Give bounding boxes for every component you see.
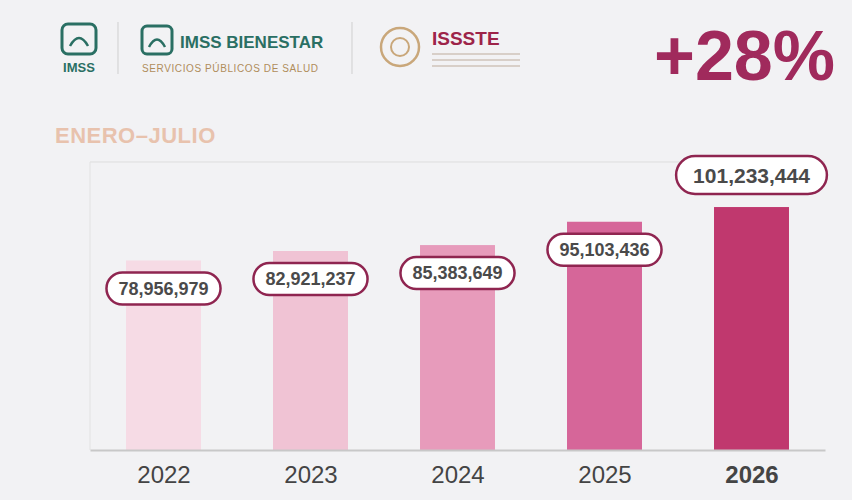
- x-tick-label: 2023: [284, 461, 337, 488]
- x-axis-line: [91, 450, 826, 452]
- logo-text: ISSSTE: [432, 28, 500, 49]
- issste-icon-inner: [391, 38, 409, 56]
- annotation-percent: +28%: [654, 17, 835, 95]
- x-tick-label: 2024: [431, 461, 484, 488]
- data-label: 95,103,436: [547, 234, 661, 266]
- logo-text: IMSS BIENESTAR: [180, 33, 323, 52]
- data-label-text: 78,956,979: [118, 279, 208, 299]
- header: IMSS IMSS BIENESTAR SERVICIOS PÚBLICOS DE …: [62, 17, 835, 95]
- data-label: 78,956,979: [106, 273, 220, 305]
- x-tick: 2024: [431, 450, 484, 488]
- imss-icon-mark: [70, 38, 88, 46]
- x-tick-label: 2022: [137, 461, 190, 488]
- logo-fine-print: [432, 59, 520, 61]
- bienestar-icon: [142, 26, 172, 54]
- background: [0, 0, 852, 500]
- data-label: 82,921,237: [253, 263, 367, 295]
- x-tick: 2025: [578, 450, 631, 488]
- data-label-pill: [253, 263, 367, 295]
- logo-text: IMSS: [63, 60, 95, 75]
- x-tick-label: 2026: [725, 461, 778, 488]
- x-tick: 2022: [137, 450, 190, 488]
- x-tick: 2026: [725, 450, 778, 488]
- separator: [352, 22, 353, 74]
- data-label-pill: [547, 234, 661, 266]
- data-label-pill: [400, 257, 514, 289]
- y-axis-line: [90, 162, 91, 450]
- separator: [118, 22, 119, 74]
- x-tick-label: 2025: [578, 461, 631, 488]
- data-labels: 78,956,979 82,921,237 85,383,649 95,103,436…: [106, 156, 826, 304]
- data-label-text: 95,103,436: [559, 240, 649, 260]
- x-tick: 2023: [284, 450, 337, 488]
- data-label-pill: [676, 156, 827, 194]
- bienestar-icon-mark: [149, 40, 165, 48]
- bars: [126, 207, 789, 450]
- issste-icon: [381, 28, 419, 66]
- data-label-text: 101,233,444: [693, 164, 810, 187]
- data-label: 85,383,649: [400, 257, 514, 289]
- x-axis: 2022 2023 2024 2025 2026: [91, 450, 826, 488]
- data-label: 101,233,444: [676, 156, 827, 194]
- data-label-text: 82,921,237: [265, 269, 355, 289]
- logo-fine-print: [432, 53, 520, 55]
- logo-subtext: SERVICIOS PÚBLICOS DE SALUD: [142, 62, 319, 74]
- logo-fine-print: [432, 65, 520, 67]
- chart-svg: IMSS IMSS BIENESTAR SERVICIOS PÚBLICOS DE …: [0, 0, 852, 500]
- bar: [714, 207, 789, 450]
- data-label-text: 85,383,649: [412, 263, 502, 283]
- data-label-pill: [106, 273, 220, 305]
- imss-icon: [62, 24, 96, 54]
- chart-title: ENERO–JULIO: [55, 123, 216, 148]
